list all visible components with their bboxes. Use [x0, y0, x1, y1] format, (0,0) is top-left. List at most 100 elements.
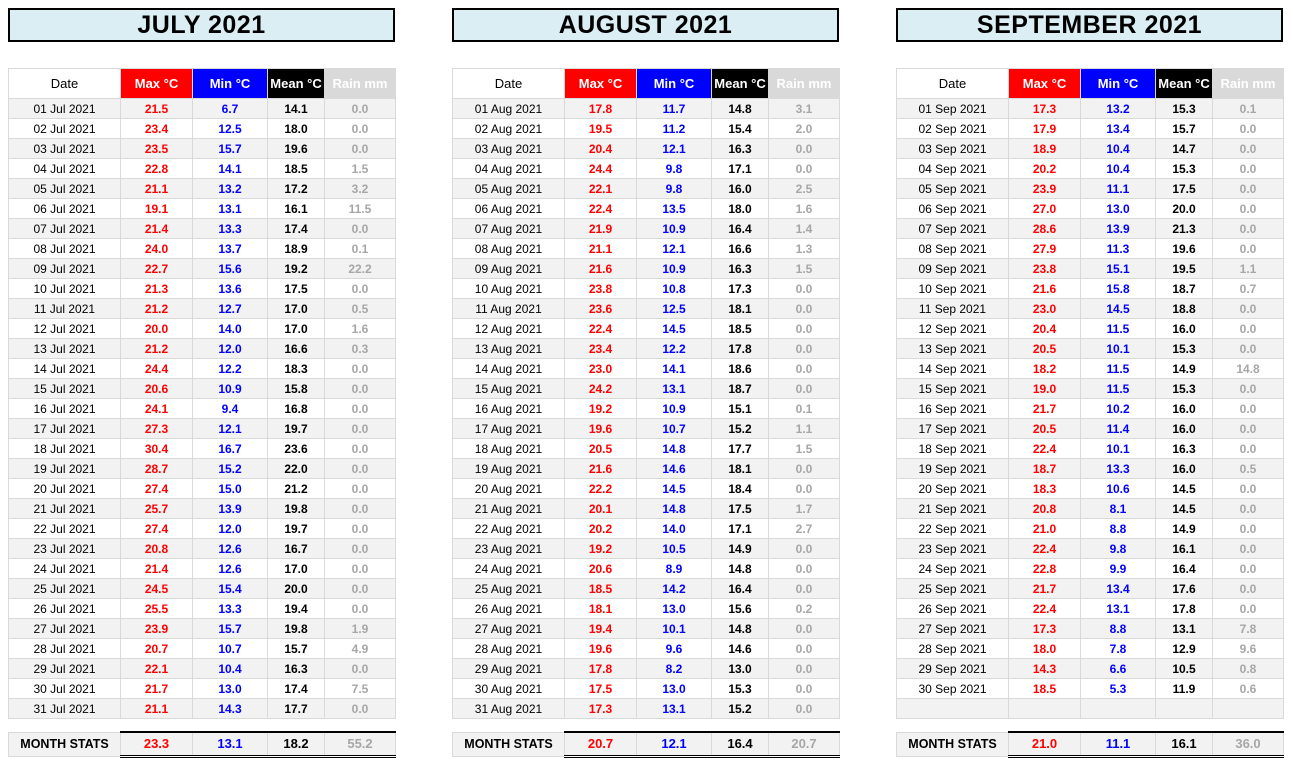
mean-cell: 18.0 [267, 118, 325, 139]
table-row: 01 Sep 2021 17.3 13.2 15.3 0.1 [896, 98, 1284, 119]
mean-cell: 15.6 [711, 598, 769, 619]
date-cell [896, 698, 1009, 719]
stats-rain-cell: 55.2 [324, 731, 396, 758]
max-cell: 20.0 [120, 318, 193, 339]
max-cell: 23.8 [564, 278, 637, 299]
date-cell: 11 Jul 2021 [8, 298, 121, 319]
table-row: 11 Jul 2021 21.2 12.7 17.0 0.5 [8, 298, 396, 319]
max-cell: 20.7 [120, 638, 193, 659]
stats-rain-cell: 36.0 [1212, 731, 1284, 758]
mean-cell: 13.1 [1155, 618, 1213, 639]
date-cell: 13 Jul 2021 [8, 338, 121, 359]
date-cell: 22 Jul 2021 [8, 518, 121, 539]
date-cell: 21 Aug 2021 [452, 498, 565, 519]
table-row: 21 Jul 2021 25.7 13.9 19.8 0.0 [8, 498, 396, 519]
mean-cell: 10.5 [1155, 658, 1213, 679]
rain-cell: 0.0 [768, 378, 840, 399]
table-row: 25 Jul 2021 24.5 15.4 20.0 0.0 [8, 578, 396, 599]
max-cell: 23.6 [564, 298, 637, 319]
mean-cell: 18.9 [267, 238, 325, 259]
date-cell: 29 Jul 2021 [8, 658, 121, 679]
min-cell: 13.3 [192, 598, 268, 619]
mean-cell: 19.6 [267, 138, 325, 159]
max-cell: 27.4 [120, 478, 193, 499]
max-cell: 22.1 [564, 178, 637, 199]
column-header-mean: Mean °C [267, 68, 325, 99]
max-cell: 18.7 [1008, 458, 1081, 479]
mean-cell: 14.9 [711, 538, 769, 559]
max-cell: 17.3 [1008, 618, 1081, 639]
table-row: 17 Jul 2021 27.3 12.1 19.7 0.0 [8, 418, 396, 439]
date-cell: 02 Jul 2021 [8, 118, 121, 139]
rain-cell: 0.0 [768, 678, 840, 699]
min-cell: 15.4 [192, 578, 268, 599]
table-row: 25 Aug 2021 18.5 14.2 16.4 0.0 [452, 578, 840, 599]
rain-cell: 0.0 [324, 478, 396, 499]
date-cell: 12 Sep 2021 [896, 318, 1009, 339]
date-cell: 08 Sep 2021 [896, 238, 1009, 259]
date-cell: 14 Jul 2021 [8, 358, 121, 379]
mean-cell: 14.8 [711, 558, 769, 579]
mean-cell: 17.5 [1155, 178, 1213, 199]
min-cell: 12.1 [636, 238, 712, 259]
rain-cell: 0.0 [1212, 478, 1284, 499]
min-cell: 14.0 [192, 318, 268, 339]
month-block-september: SEPTEMBER 2021 Date Max °C Min °C Mean °… [896, 8, 1284, 758]
date-cell: 17 Jul 2021 [8, 418, 121, 439]
max-cell: 27.3 [120, 418, 193, 439]
date-cell: 02 Sep 2021 [896, 118, 1009, 139]
mean-cell: 19.7 [267, 418, 325, 439]
mean-cell: 19.4 [267, 598, 325, 619]
min-cell: 8.2 [636, 658, 712, 679]
date-cell: 09 Sep 2021 [896, 258, 1009, 279]
mean-cell: 15.3 [1155, 378, 1213, 399]
month-block-august: AUGUST 2021 Date Max °C Min °C Mean °C R… [452, 8, 840, 758]
min-cell: 14.6 [636, 458, 712, 479]
max-cell: 17.3 [1008, 98, 1081, 119]
rain-cell: 0.0 [768, 698, 840, 719]
max-cell: 21.3 [120, 278, 193, 299]
max-cell: 21.5 [120, 98, 193, 119]
max-cell: 20.8 [1008, 498, 1081, 519]
rain-cell: 0.0 [1212, 538, 1284, 559]
max-cell: 23.9 [1008, 178, 1081, 199]
min-cell [1080, 698, 1156, 719]
max-cell: 19.5 [564, 118, 637, 139]
rain-cell: 11.5 [324, 198, 396, 219]
month-title: JULY 2021 [8, 8, 395, 42]
mean-cell: 21.2 [267, 478, 325, 499]
table-row: 17 Sep 2021 20.5 11.4 16.0 0.0 [896, 418, 1284, 439]
date-cell: 27 Aug 2021 [452, 618, 565, 639]
max-cell: 22.4 [1008, 598, 1081, 619]
date-cell: 31 Aug 2021 [452, 698, 565, 719]
table-row: 22 Sep 2021 21.0 8.8 14.9 0.0 [896, 518, 1284, 539]
min-cell: 9.6 [636, 638, 712, 659]
table-row: 25 Sep 2021 21.7 13.4 17.6 0.0 [896, 578, 1284, 599]
mean-cell: 17.4 [267, 678, 325, 699]
min-cell: 12.6 [192, 558, 268, 579]
mean-cell: 16.3 [711, 138, 769, 159]
date-cell: 17 Aug 2021 [452, 418, 565, 439]
mean-cell: 22.0 [267, 458, 325, 479]
min-cell: 15.1 [1080, 258, 1156, 279]
stats-max-cell: 21.0 [1008, 731, 1081, 758]
mean-cell: 20.0 [267, 578, 325, 599]
date-cell: 15 Aug 2021 [452, 378, 565, 399]
rain-cell: 2.5 [768, 178, 840, 199]
table-row: 29 Aug 2021 17.8 8.2 13.0 0.0 [452, 658, 840, 679]
max-cell: 21.6 [1008, 278, 1081, 299]
table-row: 18 Sep 2021 22.4 10.1 16.3 0.0 [896, 438, 1284, 459]
min-cell: 10.1 [1080, 438, 1156, 459]
stats-mean-cell: 18.2 [267, 731, 325, 758]
table-row: 03 Sep 2021 18.9 10.4 14.7 0.0 [896, 138, 1284, 159]
table-row: 28 Jul 2021 20.7 10.7 15.7 4.9 [8, 638, 396, 659]
table-row: 14 Aug 2021 23.0 14.1 18.6 0.0 [452, 358, 840, 379]
date-cell: 18 Aug 2021 [452, 438, 565, 459]
date-cell: 06 Sep 2021 [896, 198, 1009, 219]
min-cell: 9.8 [636, 158, 712, 179]
min-cell: 11.1 [1080, 178, 1156, 199]
rain-cell: 0.2 [768, 598, 840, 619]
stats-mean-cell: 16.1 [1155, 731, 1213, 758]
column-header-date: Date [896, 68, 1009, 99]
mean-cell: 18.5 [711, 318, 769, 339]
